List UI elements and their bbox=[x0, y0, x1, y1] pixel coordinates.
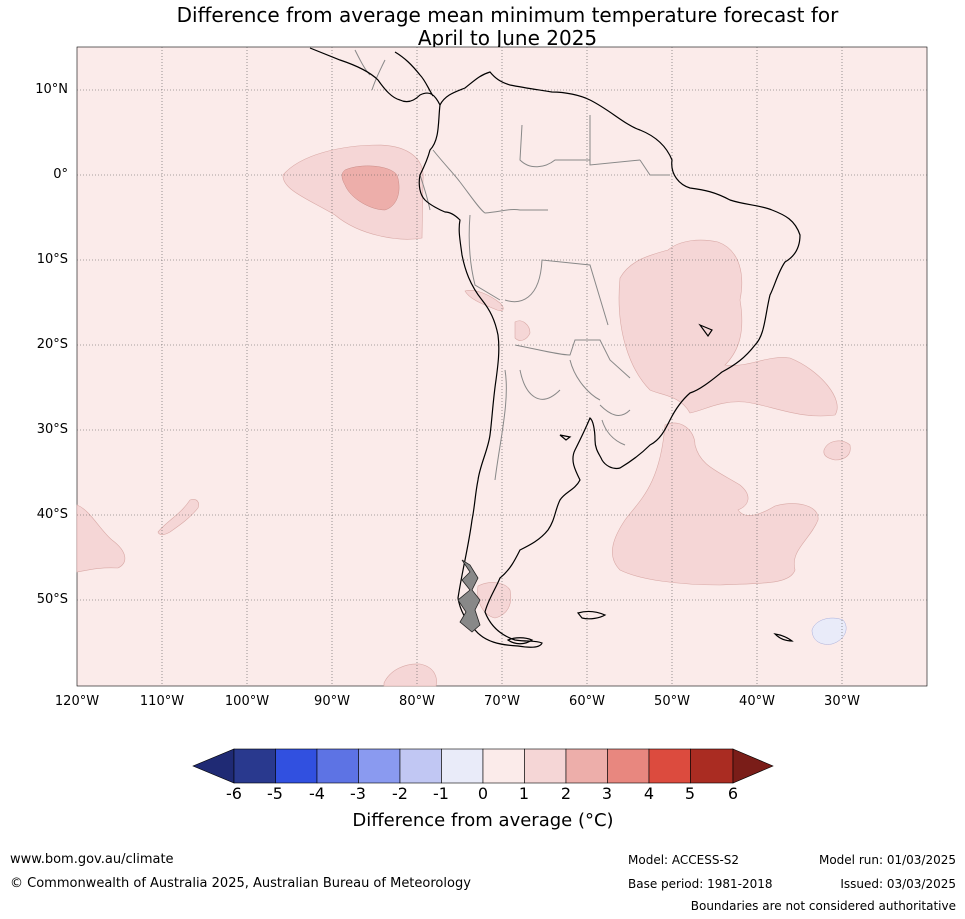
colorbar-extend-high bbox=[732, 748, 774, 784]
model-run-text: Model run: 01/03/2025 bbox=[818, 853, 956, 867]
title-line-1: Difference from average mean minimum tem… bbox=[176, 3, 839, 27]
colorbar-tick: -1 bbox=[433, 784, 449, 803]
colorbar-segment-3 bbox=[316, 748, 359, 784]
lon-label-50W: 50°W bbox=[654, 694, 690, 709]
colorbar-segment-9 bbox=[565, 748, 608, 784]
issued-text: Issued: 03/03/2025 bbox=[840, 877, 956, 891]
anomaly-region-south-atlantic bbox=[612, 422, 819, 586]
colorbar-tick: 3 bbox=[601, 784, 613, 803]
colorbar-segment-2 bbox=[275, 748, 318, 784]
lon-label-110W: 110°W bbox=[139, 694, 185, 709]
colorbar-tick: 5 bbox=[684, 784, 696, 803]
lon-label-90W: 90°W bbox=[314, 694, 350, 709]
islands bbox=[506, 323, 794, 645]
colorbar-segment-10 bbox=[607, 748, 650, 784]
colorbar-extend-low bbox=[192, 748, 235, 784]
colorbar-segment-11 bbox=[648, 748, 691, 784]
colorbar-tick: -6 bbox=[226, 784, 242, 803]
lon-label-40W: 40°W bbox=[739, 694, 775, 709]
colorbar-segment-1 bbox=[233, 748, 276, 784]
anomaly-region-pacific-mid bbox=[157, 499, 199, 535]
anomaly-region-brazil bbox=[618, 239, 838, 417]
colorbar-segment-7 bbox=[482, 748, 525, 784]
lat-label-10S: 10°S bbox=[36, 252, 68, 267]
base-period-text: Base period: 1981-2018 bbox=[628, 877, 773, 891]
colorbar-tick: 4 bbox=[643, 784, 655, 803]
chile-archipelago bbox=[457, 559, 481, 633]
colorbar-tick: -3 bbox=[350, 784, 366, 803]
colorbar-tick: 6 bbox=[727, 784, 739, 803]
lat-label-50S: 50°S bbox=[36, 592, 68, 607]
anomaly-regions-1-2 bbox=[76, 144, 851, 687]
south-america-coast bbox=[418, 71, 801, 648]
lat-label-40S: 40°S bbox=[36, 507, 68, 522]
lat-label-0: 0° bbox=[53, 167, 68, 182]
lon-label-70W: 70°W bbox=[484, 694, 520, 709]
lon-label-120W: 120°W bbox=[54, 694, 100, 709]
copyright-text: © Commonwealth of Australia 2025, Austra… bbox=[10, 876, 471, 891]
colorbar-segment-8 bbox=[524, 748, 567, 784]
lon-label-100W: 100°W bbox=[224, 694, 270, 709]
anomaly-region-peru-coast bbox=[464, 290, 504, 311]
gridlines bbox=[77, 47, 927, 686]
model-text: Model: ACCESS-S2 bbox=[628, 853, 740, 867]
colorbar-segment-5 bbox=[399, 748, 442, 784]
anomaly-region-negative bbox=[811, 617, 847, 645]
central-america-coast bbox=[309, 47, 441, 106]
colorbar-tick: -5 bbox=[267, 784, 283, 803]
colorbar-label: Difference from average (°C) bbox=[352, 810, 614, 831]
colorbar-segment-6 bbox=[441, 748, 484, 784]
title-line-2: April to June 2025 bbox=[417, 26, 598, 50]
lon-label-30W: 30°W bbox=[824, 694, 860, 709]
anomaly-region-pacific-west bbox=[76, 504, 126, 573]
website-link[interactable]: www.bom.gov.au/climate bbox=[10, 852, 174, 867]
colorbar-tick: 2 bbox=[560, 784, 572, 803]
colorbar-segment-12 bbox=[690, 748, 734, 784]
anomaly-region-2-3 bbox=[341, 165, 400, 211]
colorbar-segment-4 bbox=[358, 748, 401, 784]
country-borders bbox=[354, 49, 670, 481]
lat-label-20S: 20°S bbox=[36, 337, 68, 352]
anomaly-region-south-atlantic-small bbox=[823, 440, 851, 461]
colorbar-tick: -4 bbox=[309, 784, 325, 803]
lon-label-60W: 60°W bbox=[569, 694, 605, 709]
colorbar-tick: 1 bbox=[518, 784, 530, 803]
lat-label-10N: 10°N bbox=[35, 82, 68, 97]
colorbar-tick: 0 bbox=[477, 784, 489, 803]
anomaly-region-altiplano bbox=[514, 320, 531, 341]
chart-title: Difference from average mean minimum tem… bbox=[0, 4, 965, 50]
anomaly-region-southeast-pacific bbox=[383, 663, 437, 687]
disclaimer-text: Boundaries are not considered authoritat… bbox=[690, 899, 956, 913]
colorbar-tick: -2 bbox=[392, 784, 408, 803]
lat-label-30S: 30°S bbox=[36, 422, 68, 437]
lon-label-80W: 80°W bbox=[399, 694, 435, 709]
colorbar bbox=[192, 748, 774, 784]
